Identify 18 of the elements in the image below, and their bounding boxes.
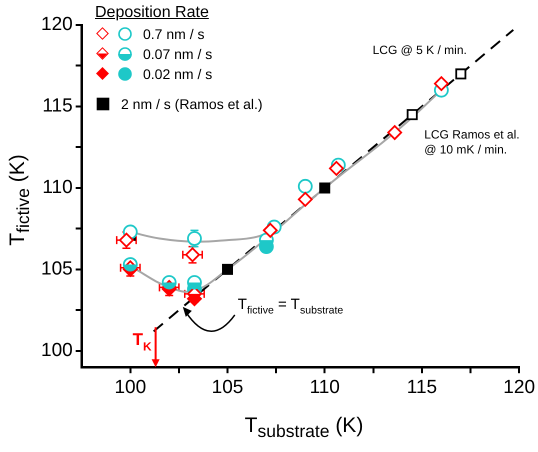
x-tick-label: 120 [503,376,535,398]
x-axis-title: T$_{substrate}$ (K) [244,414,364,442]
y-tick-label: 115 [42,96,73,117]
x-tick-label: 115 [406,376,438,398]
y-tick-label: 110 [42,177,73,198]
legend-label: 2 nm / s (Ramos et al.) [121,96,263,112]
y-tick-label: 120 [41,14,73,36]
annotation: LCG Ramos et al. @ 10 mK / min. [424,128,520,157]
x-tick-label: 110 [310,376,340,398]
y-tick-label: 105 [41,258,73,280]
legend-label: 0.07 nm / s [143,46,212,62]
annotation: LCG @ 5 K / min. [372,42,467,57]
x-tick-label: 100 [114,376,146,398]
x-tick-label: 105 [212,376,244,398]
legend-label: 0.7 nm / s [143,26,204,42]
y-tick-label: 100 [41,340,73,362]
legend-title: Deposition Rate [95,4,210,22]
legend-label: 0.02 nm / s [143,66,212,82]
